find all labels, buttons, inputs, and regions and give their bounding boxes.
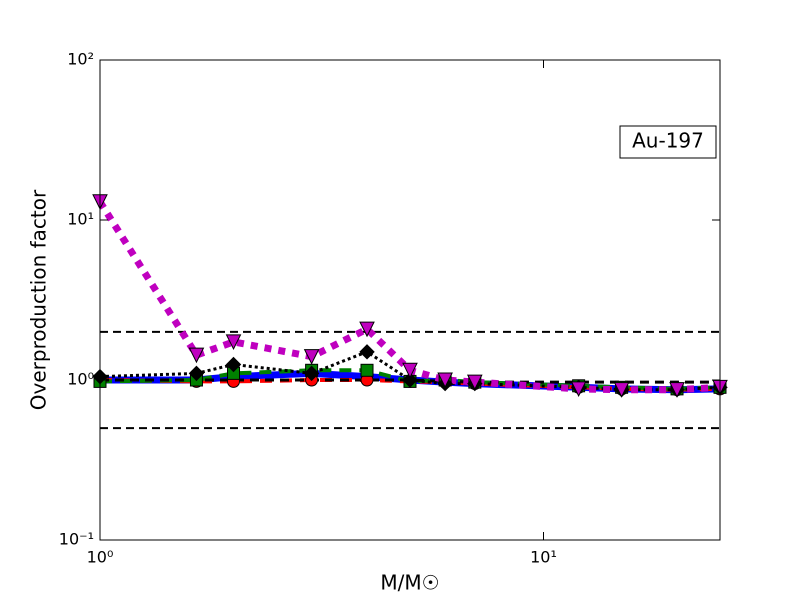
marker (360, 363, 374, 377)
marker (437, 372, 453, 389)
x-tick-label: 10¹ (530, 548, 557, 567)
y-tick-label: 10⁻¹ (59, 530, 94, 549)
y-axis-label: Overproduction factor (27, 189, 51, 410)
axes-frame (99, 59, 721, 541)
marker (467, 374, 483, 391)
marker (402, 372, 418, 388)
x-tick-label: 10⁰ (87, 548, 114, 567)
marker (613, 382, 630, 398)
marker (188, 347, 205, 364)
marker (225, 334, 242, 351)
x-axis-label: M/M☉ (380, 571, 439, 595)
marker (669, 382, 685, 398)
y-tick-label: 10⁰ (67, 370, 94, 389)
annotation-box (619, 125, 717, 159)
marker (359, 344, 375, 360)
marker (188, 365, 205, 382)
marker (303, 349, 320, 365)
plot-area (92, 194, 728, 430)
annotation: Au-197 (632, 129, 704, 153)
y-tick-label: 10² (67, 50, 94, 69)
y-tick-label: 10¹ (67, 210, 94, 229)
marker (402, 362, 418, 379)
marker (359, 321, 375, 338)
marker (303, 365, 320, 382)
series-line (97, 199, 721, 394)
marker (570, 381, 587, 398)
marker (225, 356, 242, 373)
